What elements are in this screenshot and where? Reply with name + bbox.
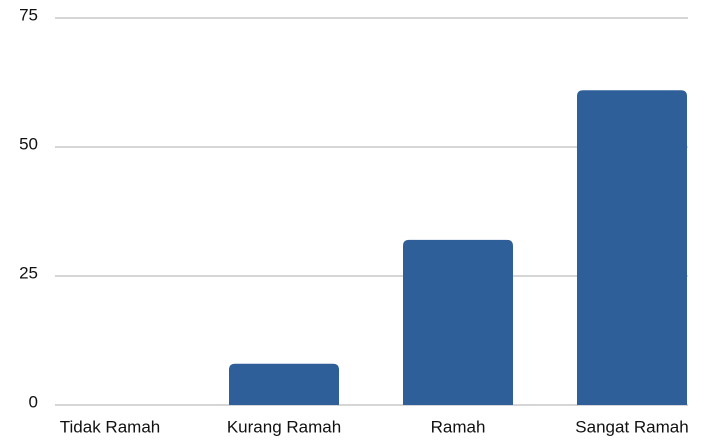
x-tick-label: Tidak Ramah [60, 417, 160, 436]
bar [403, 239, 513, 405]
x-tick-label: Sangat Ramah [575, 417, 688, 436]
y-tick-label: 75 [19, 5, 38, 24]
y-tick-label: 25 [19, 263, 38, 282]
x-tick-label: Ramah [431, 417, 486, 436]
bar [577, 90, 687, 406]
x-tick-label: Kurang Ramah [227, 417, 341, 436]
y-tick-label: 0 [29, 392, 38, 411]
y-tick-label: 50 [19, 134, 38, 153]
bar [229, 363, 339, 405]
